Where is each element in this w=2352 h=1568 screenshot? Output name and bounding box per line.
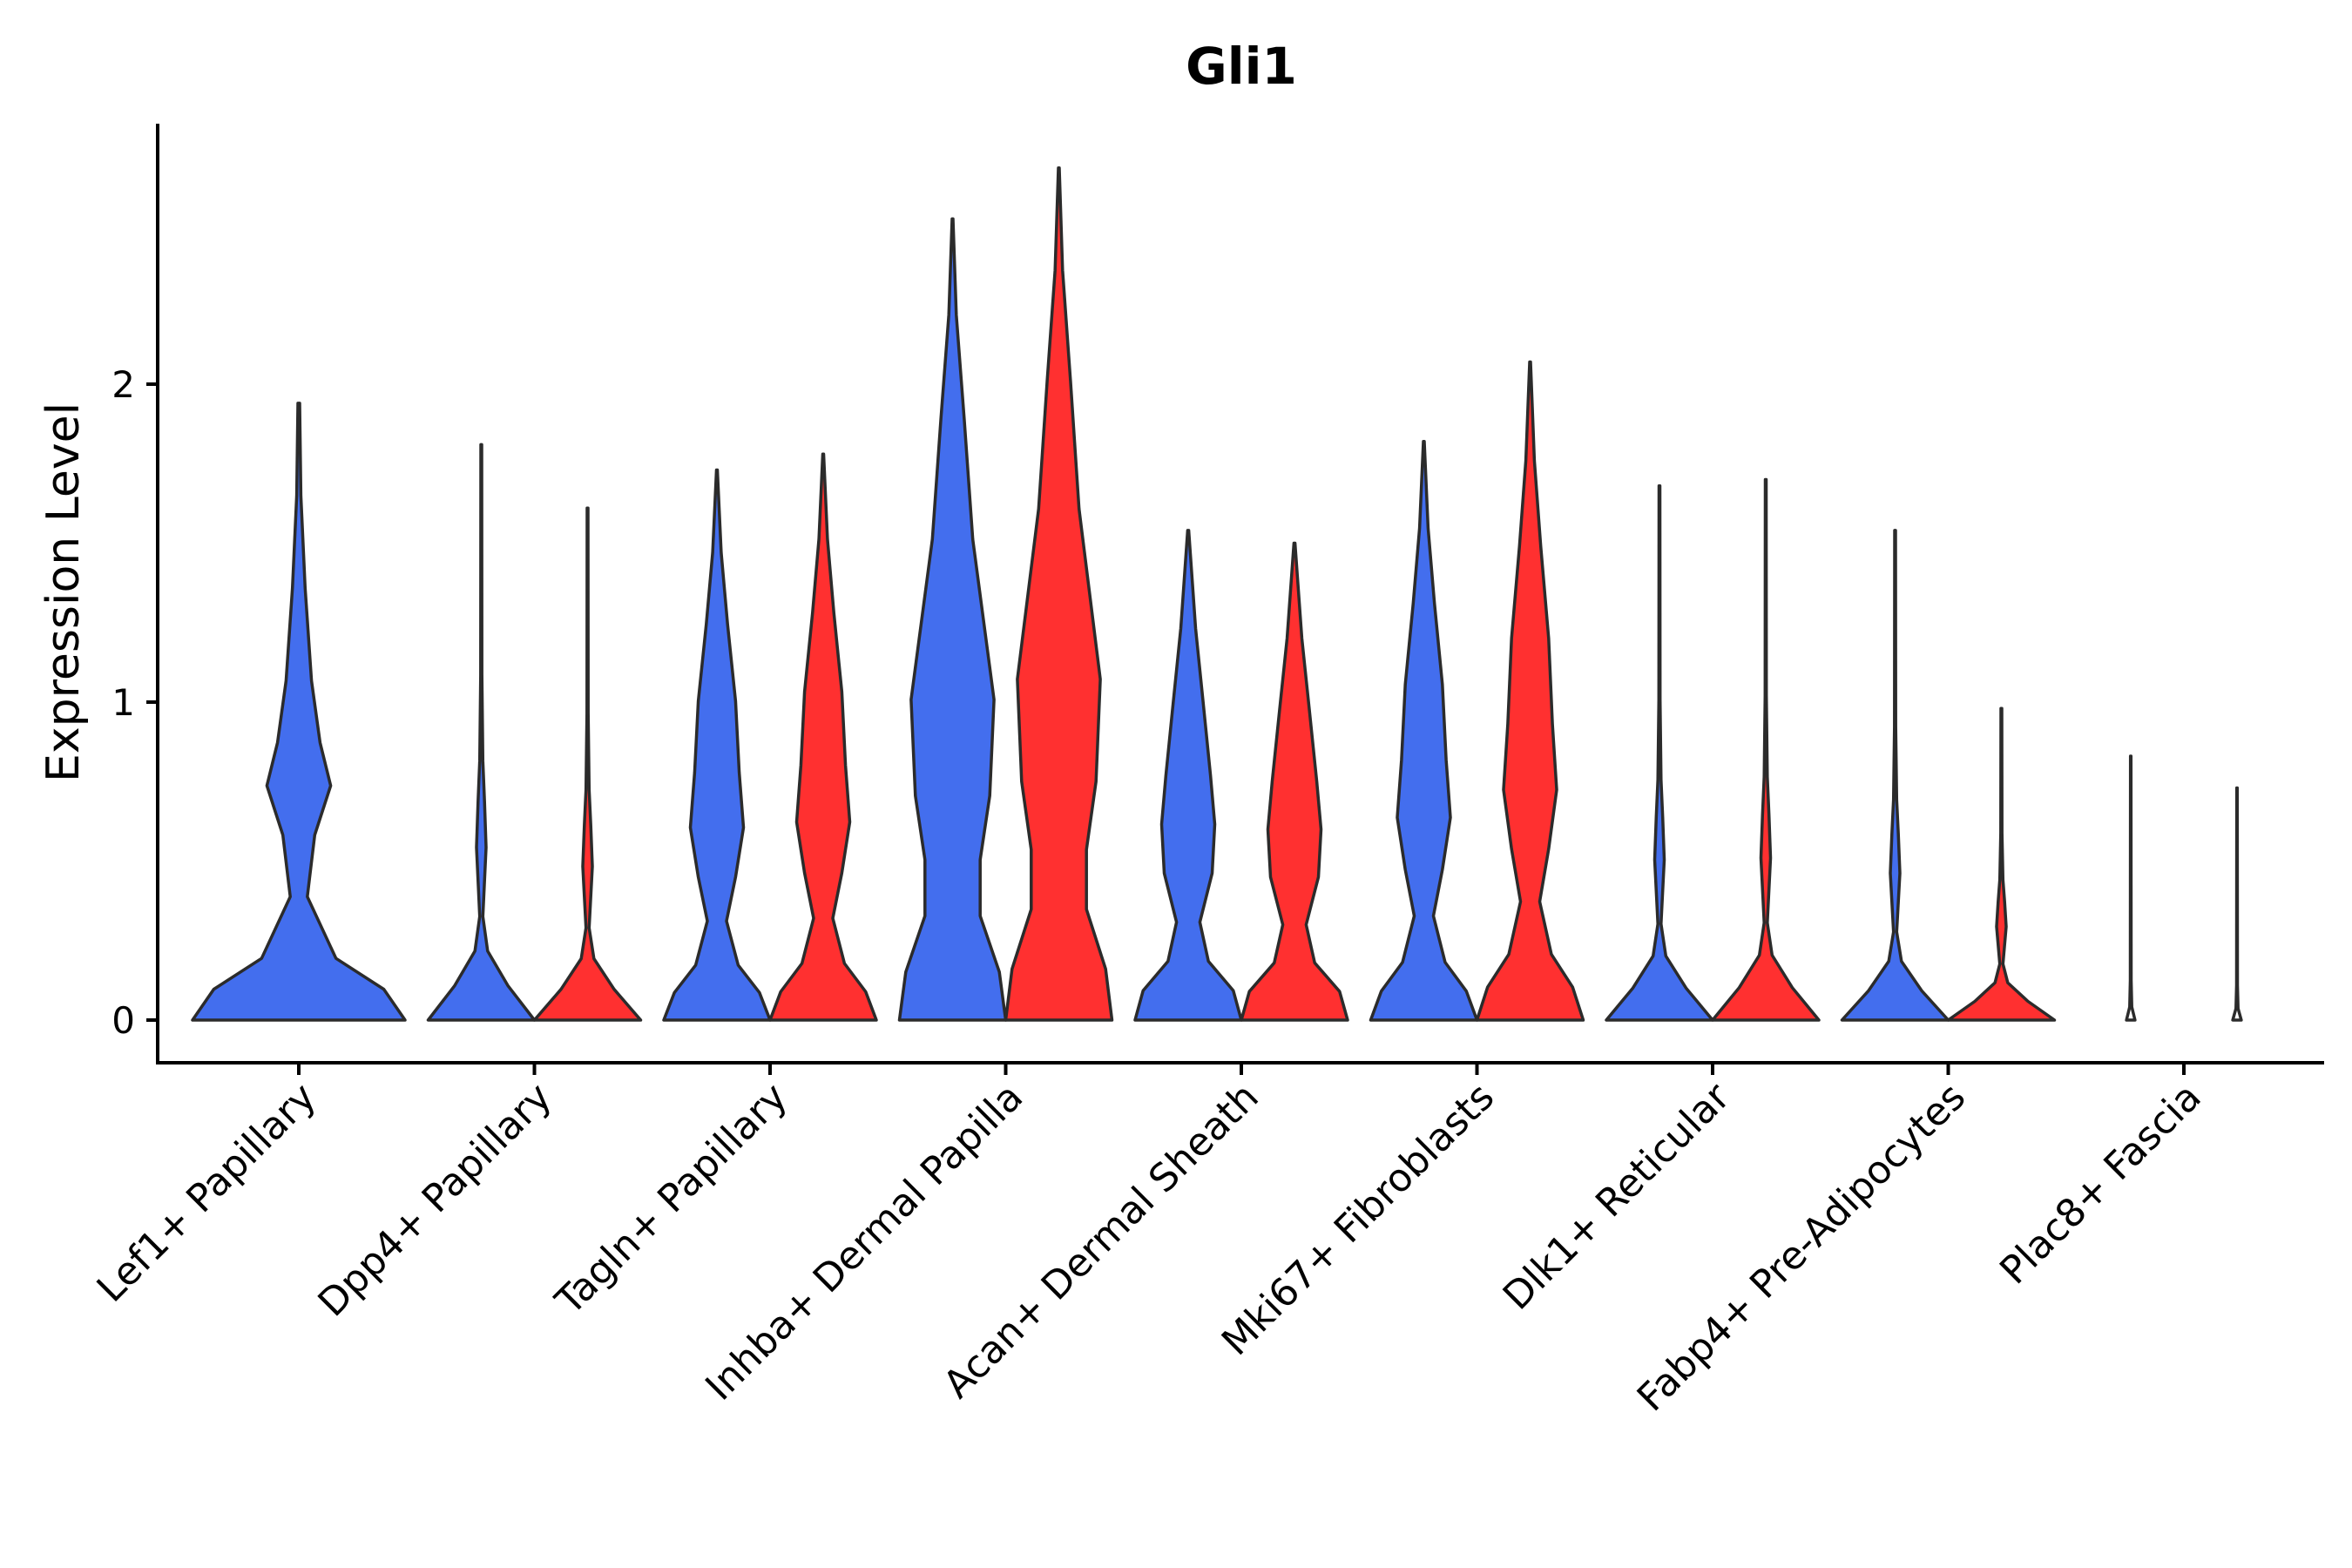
x-tick-label: Lef1+ Papillary: [89, 1075, 325, 1311]
y-axis-label: Expression Level: [37, 402, 90, 782]
chart-title: Gli1: [1186, 37, 1297, 96]
y-ticks: 0 1 2: [112, 363, 158, 1042]
violin-1-fabp4-pre-adipocytes: [1840, 529, 1950, 1022]
violin-1-dlk1-reticular: [1605, 484, 1714, 1022]
y-tick-label: 0: [112, 999, 135, 1042]
x-tick-label: Dlk1+ Reticular: [1495, 1074, 1740, 1319]
violin-2-dpp4-papillary: [532, 506, 643, 1022]
violin-1-tagln-papillary: [662, 468, 772, 1022]
x-tick-label: Mki67+ Fibroblasts: [1213, 1075, 1503, 1364]
violin-1-lef1-papillary: [191, 402, 407, 1022]
x-tick-label: Tagln+ Papillary: [547, 1075, 796, 1324]
x-tick-label: Plac8+ Fascia: [1991, 1075, 2210, 1294]
violin-2-dlk1-reticular: [1711, 477, 1821, 1022]
violin-2-fabp4-pre-adipocytes: [1946, 706, 2057, 1022]
violin-1-dpp4-papillary: [426, 443, 537, 1022]
violin-layer: [191, 166, 2243, 1022]
violin-2-acan-dermal-sheath: [1240, 541, 1349, 1022]
y-tick-label: 1: [112, 681, 135, 724]
violin-2-inhba-dermal-papilla: [1004, 166, 1114, 1022]
violin-1-acan-dermal-sheath: [1133, 529, 1243, 1022]
x-tick-label: Dpp4+ Papillary: [310, 1075, 561, 1326]
y-tick-label: 2: [112, 363, 135, 406]
violin-1-inhba-dermal-papilla: [897, 217, 1008, 1022]
violin-2-mki67-fibroblasts: [1475, 360, 1585, 1022]
violin-2-plac8-fascia: [2231, 786, 2243, 1022]
violin-1-mki67-fibroblasts: [1369, 439, 1479, 1022]
violin-1-plac8-fascia: [2125, 754, 2137, 1022]
violin-2-tagln-papillary: [768, 452, 878, 1022]
